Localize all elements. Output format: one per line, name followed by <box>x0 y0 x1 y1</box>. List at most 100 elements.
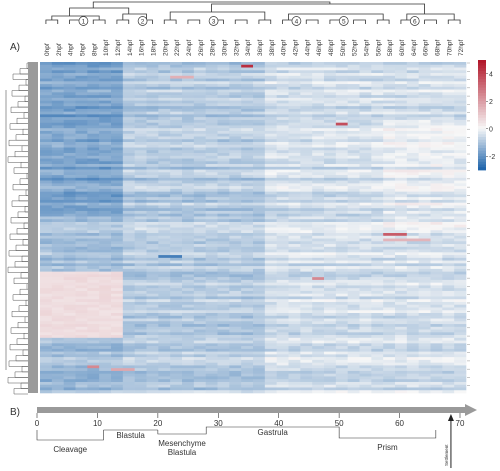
heatmap-cell <box>205 241 218 245</box>
heatmap-cell <box>264 155 277 159</box>
heatmap-cell <box>288 86 301 90</box>
heatmap-cell <box>324 379 337 383</box>
heatmap-cell <box>253 390 266 394</box>
heatmap-cell <box>288 354 301 358</box>
heatmap-cell <box>75 310 88 314</box>
heatmap-cell <box>324 266 337 270</box>
heatmap-cell <box>359 376 372 380</box>
heatmap-cell <box>51 197 64 201</box>
dendrogram-branch <box>447 19 461 24</box>
heatmap-cell <box>51 337 64 341</box>
heatmap-cell <box>193 197 206 201</box>
heatmap-cell <box>229 362 242 366</box>
heatmap-cell <box>99 368 112 372</box>
heatmap-cell <box>406 348 419 352</box>
heatmap-cell <box>371 141 384 146</box>
heatmap-cell <box>40 95 53 99</box>
heatmap-cell <box>111 235 124 239</box>
heatmap-cell <box>430 119 443 123</box>
heatmap-cell <box>442 313 455 317</box>
heatmap-cell <box>75 381 88 386</box>
heatmap-cell <box>253 313 266 317</box>
heatmap-cell <box>229 257 242 261</box>
heatmap-cell <box>40 130 53 135</box>
heatmap-cell <box>193 130 206 135</box>
heatmap-cell <box>146 390 159 394</box>
heatmap-cell <box>264 362 277 366</box>
heatmap-cell <box>253 266 266 270</box>
heatmap-cell <box>170 296 183 300</box>
heatmap-cell <box>51 122 64 126</box>
heatmap-cell <box>99 230 112 234</box>
heatmap-cell <box>324 97 337 101</box>
heatmap-cell <box>324 357 337 361</box>
heatmap-cell <box>288 136 301 140</box>
heatmap-cell <box>229 277 242 281</box>
heatmap-cell <box>264 354 277 358</box>
heatmap-cell <box>359 122 372 126</box>
heatmap-cell <box>395 194 408 198</box>
heatmap-cell <box>288 144 301 148</box>
heatmap-cell <box>312 318 325 322</box>
heatmap-cell <box>406 175 419 179</box>
heatmap-cell <box>395 136 408 140</box>
heatmap-cell <box>75 290 88 294</box>
heatmap-cell <box>122 75 135 79</box>
heatmap-cell <box>430 199 443 203</box>
heatmap-cell <box>442 155 455 159</box>
heatmap-cell <box>241 379 254 383</box>
heatmap-cell <box>430 326 443 330</box>
heatmap-cell <box>324 238 337 242</box>
heatmap-cell <box>170 75 183 79</box>
heatmap-cell <box>134 357 147 361</box>
heatmap-cell <box>75 241 88 245</box>
heatmap-cell <box>205 114 218 118</box>
heatmap-cell <box>134 188 147 192</box>
heatmap-cell <box>40 161 53 165</box>
heatmap-cell <box>430 260 443 264</box>
heatmap-cell <box>158 144 171 148</box>
heatmap-cell <box>51 202 64 206</box>
heatmap-cell <box>347 67 360 71</box>
heatmap-cell <box>40 172 53 176</box>
heatmap-cell <box>170 191 183 195</box>
heatmap-cell <box>430 219 443 223</box>
heatmap-cell <box>217 97 230 101</box>
heatmap-cell <box>253 114 266 118</box>
heatmap-cell <box>276 390 289 394</box>
heatmap-cell <box>182 136 195 140</box>
heatmap-cell <box>217 128 230 132</box>
heatmap-cell <box>229 290 242 294</box>
heatmap-cell <box>371 92 384 96</box>
heatmap-cell <box>359 307 372 311</box>
heatmap-cell <box>324 180 337 184</box>
heatmap-cell <box>205 111 218 115</box>
heatmap-cell <box>347 197 360 201</box>
heatmap-cell <box>324 299 337 303</box>
heatmap-cell <box>300 139 313 143</box>
heatmap-cell <box>406 373 419 377</box>
heatmap-cell <box>430 67 443 71</box>
heatmap-cell <box>99 186 112 190</box>
heatmap-cell <box>205 155 218 159</box>
heatmap-cell <box>51 244 64 248</box>
heatmap-cell <box>347 351 360 355</box>
heatmap-cell <box>229 313 242 317</box>
heatmap-cell <box>324 78 337 82</box>
heatmap-cell <box>324 150 337 154</box>
heatmap-cell <box>324 125 337 129</box>
heatmap-cell <box>241 128 254 132</box>
heatmap-cell <box>276 62 289 66</box>
heatmap-cell <box>430 202 443 206</box>
heatmap-cell <box>170 387 183 391</box>
heatmap-cell <box>371 130 384 135</box>
heatmap-cell <box>454 343 467 347</box>
heatmap-cell <box>158 354 171 358</box>
heatmap-cell <box>170 381 183 386</box>
heatmap-cell <box>122 70 135 74</box>
heatmap-cell <box>276 108 289 112</box>
heatmap-cell <box>359 188 372 192</box>
heatmap-cell <box>288 221 301 226</box>
heatmap-cell <box>182 313 195 317</box>
heatmap-cell <box>312 268 325 272</box>
